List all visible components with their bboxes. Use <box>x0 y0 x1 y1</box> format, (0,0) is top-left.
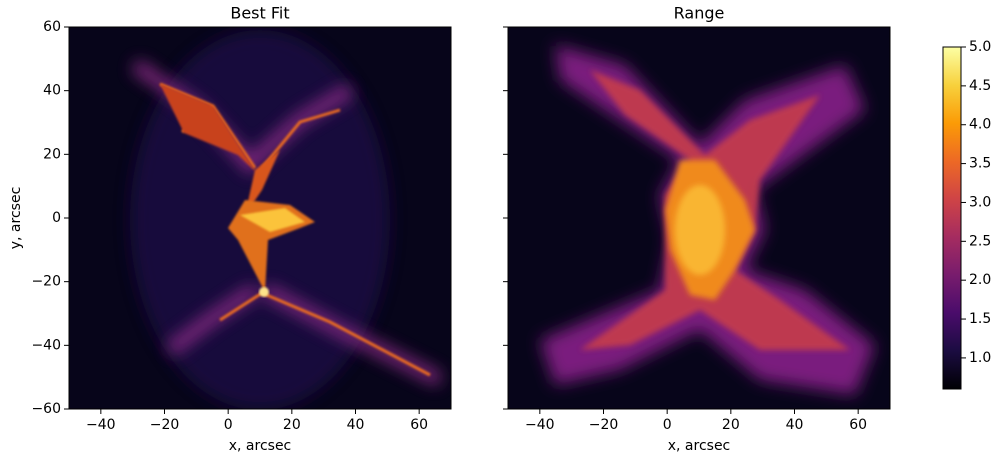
y-tick-label: −40 <box>31 337 61 353</box>
y-tick-label: 0 <box>52 210 61 226</box>
x-tick-label: −40 <box>525 417 555 433</box>
x-tick-label: 40 <box>786 417 804 433</box>
y-tick-label: 20 <box>43 146 61 162</box>
x-tick-label: 0 <box>663 417 672 433</box>
x-tick-label: 60 <box>849 417 867 433</box>
colorbar-tick-label: 2.0 <box>969 272 991 288</box>
x-tick-label: −40 <box>86 417 116 433</box>
y-tick-label: 40 <box>43 83 61 99</box>
x-tick-label: 0 <box>224 417 233 433</box>
chart-title: Range <box>674 4 725 23</box>
x-tick-label: 60 <box>410 417 428 433</box>
x-tick-label: 20 <box>283 417 301 433</box>
colorbar-tick-label: 4.0 <box>969 117 991 133</box>
colorbar-tick-label: 3.5 <box>969 156 991 172</box>
x-tick-label: −20 <box>589 417 619 433</box>
x-axis-label: x, arcsec <box>668 438 731 454</box>
colorbar <box>942 46 962 390</box>
colorbar-tick-label: 5.0 <box>969 39 991 55</box>
colorbar-tick-label: 2.5 <box>969 233 991 249</box>
x-axis-label: x, arcsec <box>229 438 292 454</box>
heatmap-image <box>69 27 451 409</box>
colorbar-tick-label: 1.5 <box>969 311 991 327</box>
x-tick-label: 20 <box>722 417 740 433</box>
colorbar-tick-label: 1.0 <box>969 350 991 366</box>
y-tick-label: 60 <box>43 19 61 35</box>
y-axis-label: y, arcsec <box>8 187 24 250</box>
y-tick-label: −20 <box>31 274 61 290</box>
colorbar-tick-label: 4.5 <box>969 78 991 94</box>
x-tick-label: 40 <box>347 417 365 433</box>
x-tick-label: −20 <box>150 417 180 433</box>
chart-title: Best Fit <box>230 4 289 23</box>
heatmap-image <box>508 27 890 409</box>
colorbar-tick-label: 3.0 <box>969 194 991 210</box>
y-tick-label: −60 <box>31 401 61 417</box>
